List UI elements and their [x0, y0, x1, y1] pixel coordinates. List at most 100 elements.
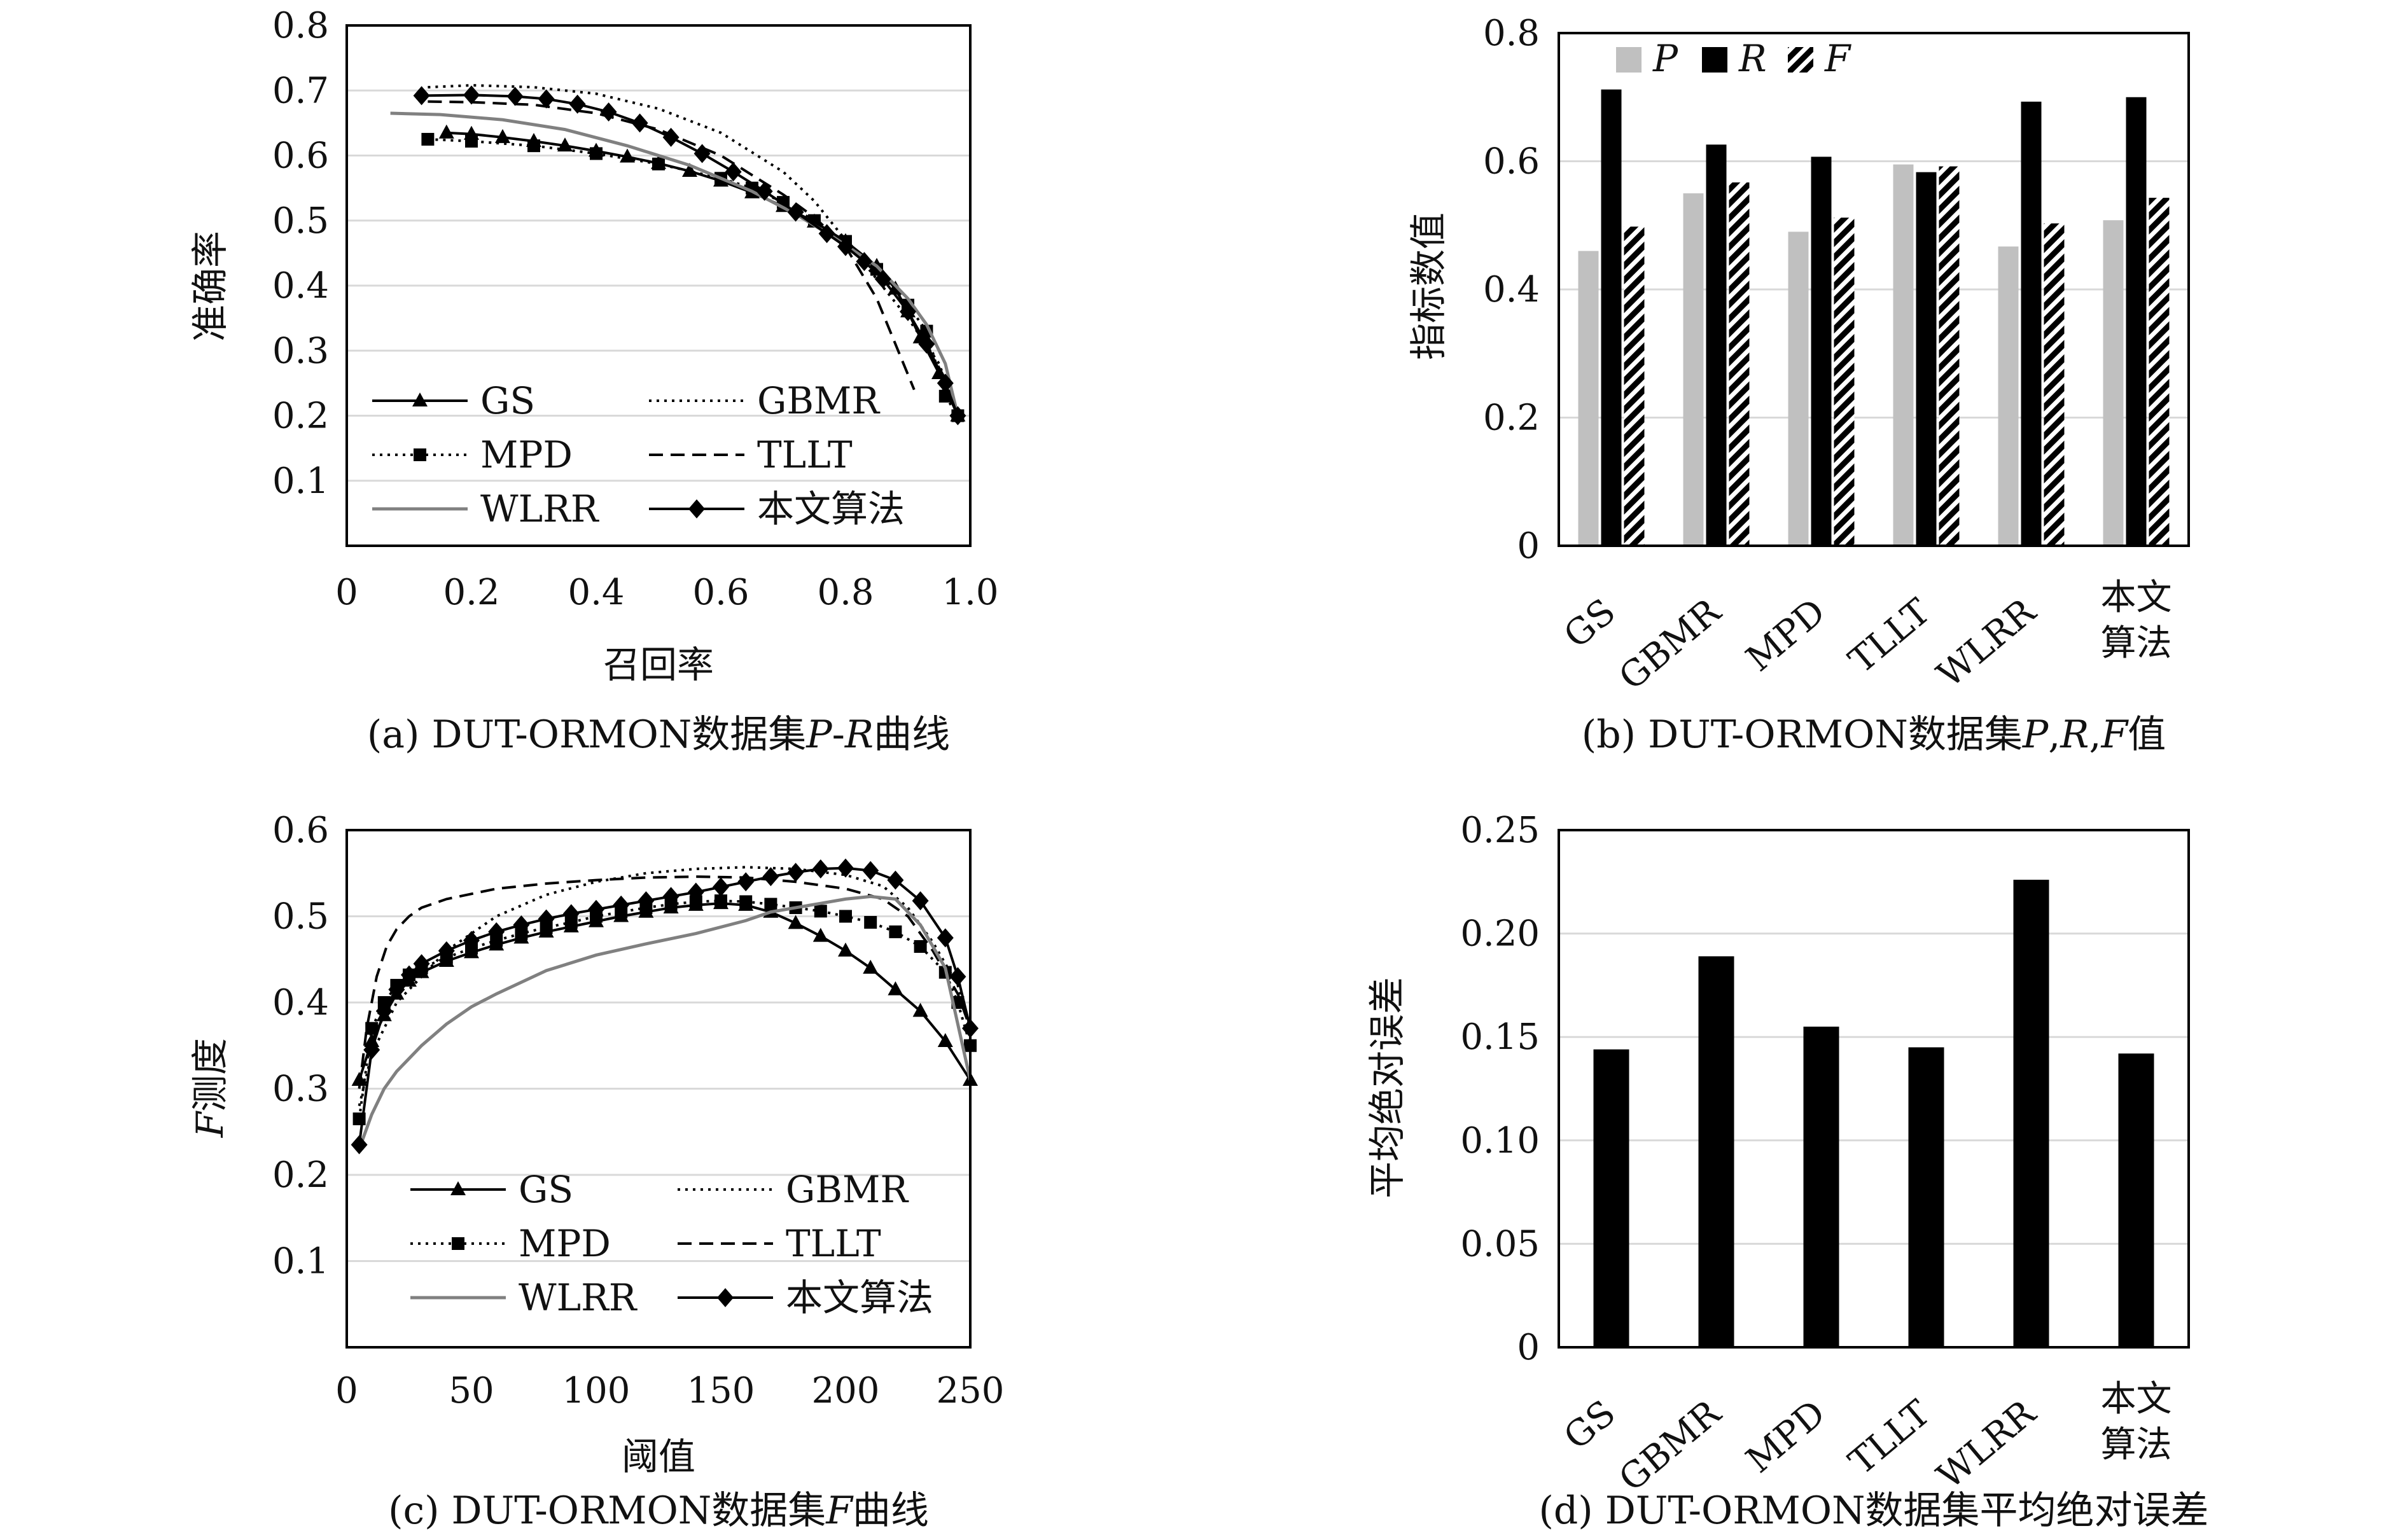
- bar-R: [1601, 89, 1622, 546]
- data-point-square: [715, 894, 727, 908]
- figure-caption-part: P: [805, 712, 833, 757]
- legend-label: P: [1652, 37, 1678, 80]
- data-point-diamond: [812, 859, 829, 878]
- x-tick-label: 50: [449, 1370, 494, 1412]
- data-point-diamond: [401, 965, 417, 985]
- bar-R: [1916, 172, 1937, 546]
- data-point-triangle: [888, 981, 903, 995]
- category-label: WLRR: [1930, 1392, 2044, 1497]
- data-point-square: [764, 898, 777, 911]
- category-label: MPD: [1739, 1392, 1834, 1481]
- figure-caption-part: ,: [2089, 712, 2101, 757]
- figure-caption-part: P: [2022, 712, 2049, 757]
- figure-caption-part: F: [825, 1488, 854, 1533]
- y-tick-label: 0.5: [272, 896, 329, 938]
- legend-label: 本文算法: [786, 1276, 933, 1319]
- data-point-triangle: [838, 942, 853, 957]
- bar-R: [1811, 156, 1832, 546]
- y-tick-label: 0.5: [272, 200, 329, 242]
- legend-label: WLRR: [480, 487, 600, 531]
- data-point-diamond: [756, 181, 773, 201]
- data-point-square: [527, 139, 540, 153]
- data-point-diamond: [562, 904, 580, 924]
- bar-P: [1788, 232, 1809, 546]
- figure-caption-part: (b) DUT-ORMON数据集: [1582, 712, 2023, 757]
- y-axis-title-part: F: [188, 1111, 232, 1138]
- data-point-square: [421, 132, 435, 146]
- series-GBMR: [428, 84, 959, 417]
- legend-label: TLLT: [757, 433, 853, 476]
- data-point-diamond: [787, 202, 804, 222]
- figure-caption-part: ,: [2048, 712, 2060, 757]
- data-point-diamond: [837, 858, 854, 878]
- y-tick-label: 0.20: [1460, 913, 1540, 955]
- data-point-triangle: [788, 915, 804, 929]
- y-tick-label: 0.6: [272, 135, 329, 177]
- data-point-square: [864, 915, 877, 929]
- data-point-square: [590, 147, 603, 160]
- data-point-diamond: [662, 887, 680, 906]
- y-tick-label: 0.4: [272, 982, 329, 1023]
- legend-label: GBMR: [757, 379, 881, 422]
- figure-caption: (a) DUT-ORMON数据集P-R曲线: [367, 712, 950, 757]
- bar-F: [1834, 218, 1855, 546]
- y-axis-title: 指标数值: [1407, 212, 1450, 360]
- bar-F: [2044, 223, 2065, 546]
- y-tick-label: 0.2: [1483, 398, 1540, 439]
- data-point-diamond: [600, 102, 617, 121]
- y-tick-label: 0.7: [272, 70, 329, 111]
- legend-label: MPD: [519, 1222, 611, 1265]
- category-label: TLLT: [1841, 591, 1938, 682]
- legend-marker: [412, 392, 428, 406]
- x-tick-label: 250: [937, 1370, 1005, 1412]
- data-point-triangle: [812, 927, 828, 942]
- series-TLLT: [428, 100, 916, 391]
- data-point-diamond: [463, 85, 480, 105]
- bar-P: [2103, 220, 2124, 546]
- category-label: GBMR: [1612, 590, 1729, 698]
- series-line: [358, 894, 972, 1150]
- legend: GS GBMR MPD TLLT WLRR 本文算法: [410, 1168, 933, 1319]
- figure-caption-part: 曲线: [853, 1488, 929, 1533]
- series-GS: [351, 895, 978, 1086]
- legend-label: TLLT: [786, 1222, 881, 1265]
- legend-marker: [414, 448, 426, 461]
- data-point-diamond: [949, 967, 966, 987]
- data-point-diamond: [787, 863, 804, 882]
- data-point-triangle: [912, 1002, 928, 1017]
- bar-P: [1683, 193, 1704, 546]
- data-point-diamond: [631, 113, 648, 133]
- data-point-diamond: [937, 928, 954, 948]
- category-label: 本文: [2101, 1378, 2172, 1420]
- x-tick-label: 0: [335, 572, 358, 613]
- figure-caption-part: (c) DUT-ORMON数据集: [388, 1488, 826, 1533]
- chart-c: 0.1 0.2 0.3 0.4 0.5 0.6 0 50 100 150 200 250 GS GBMR M…: [188, 810, 1004, 1533]
- data-point-diamond: [874, 269, 891, 289]
- data-point-triangle: [364, 1032, 380, 1047]
- plot-frame: [345, 829, 972, 1349]
- x-axis-title: 阈值: [622, 1435, 695, 1478]
- legend-label: WLRR: [519, 1276, 638, 1319]
- legend-swatch: [1616, 47, 1642, 73]
- data-point-diamond: [900, 302, 916, 321]
- y-axis-title-part: 测度: [188, 1038, 232, 1112]
- series-line: [358, 899, 972, 1120]
- y-tick-label: 0: [1517, 1327, 1540, 1368]
- data-point-diamond: [937, 373, 954, 393]
- y-tick-label: 0.1: [272, 1241, 329, 1282]
- bar-value: [1698, 956, 1734, 1347]
- data-point-diamond: [694, 144, 711, 163]
- data-point-square: [365, 1022, 379, 1035]
- bar-P: [1578, 251, 1599, 546]
- y-tick-label: 0.2: [272, 1155, 329, 1196]
- data-point-square: [739, 895, 753, 908]
- x-tick-label: 200: [812, 1370, 880, 1412]
- data-point-diamond: [918, 335, 935, 354]
- legend-swatch: [1702, 47, 1727, 73]
- series-line: [358, 902, 972, 1081]
- data-point-square: [652, 157, 665, 170]
- data-point-square: [889, 925, 902, 938]
- category-label: GS: [1556, 591, 1623, 656]
- data-point-diamond: [513, 915, 530, 935]
